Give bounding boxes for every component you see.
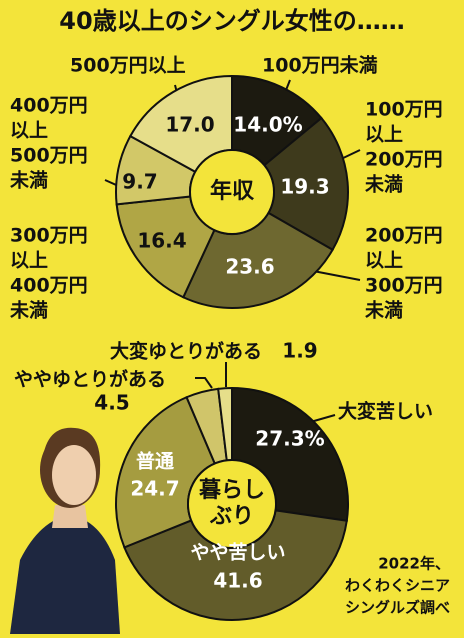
category-label: 400万円 <box>10 95 88 117</box>
center-label: 暮らし <box>198 478 265 503</box>
value-label: 1.9 <box>282 339 317 363</box>
category-label: 大変ゆとりがある <box>110 340 262 363</box>
category-label: 普通 <box>136 450 175 473</box>
category-label: 100万円 <box>365 99 443 121</box>
category-label: 以上 <box>365 124 403 146</box>
category-label: 100万円未満 <box>262 54 378 77</box>
value-label: 19.3 <box>280 175 329 199</box>
category-label: やや苦しい <box>190 541 285 564</box>
category-label: 500万円 <box>10 145 88 167</box>
value-label: 14.0% <box>233 113 302 137</box>
category-label: 未満 <box>364 173 403 196</box>
value-label: 16.4 <box>137 229 186 253</box>
category-label: 以上 <box>365 250 403 272</box>
center-label: 年収 <box>210 178 255 204</box>
source: シングルズ調べ <box>345 599 450 617</box>
category-label: 500万円以上 <box>70 55 186 77</box>
value-label: 17.0 <box>165 113 214 137</box>
category-label: 以上 <box>10 120 48 142</box>
category-label: 未満 <box>9 299 48 322</box>
category-label: 大変苦しい <box>338 400 433 423</box>
value-label: 27.3% <box>255 427 324 451</box>
value-label: 41.6 <box>213 569 262 593</box>
donut-center <box>187 459 277 549</box>
category-label: 以上 <box>10 250 48 272</box>
category-label: 300万円 <box>365 275 443 297</box>
source: わくわくシニア <box>345 577 450 595</box>
value-label: 9.7 <box>122 170 157 194</box>
category-label: 未満 <box>9 169 48 192</box>
source: 2022年、 <box>378 555 450 573</box>
donut-center <box>189 149 275 235</box>
category-label: 200万円 <box>365 225 443 247</box>
center-label: ぶり <box>209 504 254 529</box>
value-label: 24.7 <box>130 477 179 501</box>
category-label: 未満 <box>364 299 403 322</box>
value-label: 4.5 <box>94 391 129 415</box>
value-label: 23.6 <box>225 255 274 279</box>
person-illustration <box>10 427 120 634</box>
category-label: ややゆとりがある <box>14 368 166 391</box>
title: 40歳以上のシングル女性の…… <box>59 7 404 35</box>
category-label: 400万円 <box>10 275 88 297</box>
category-label: 200万円 <box>365 149 443 171</box>
category-label: 300万円 <box>10 225 88 247</box>
